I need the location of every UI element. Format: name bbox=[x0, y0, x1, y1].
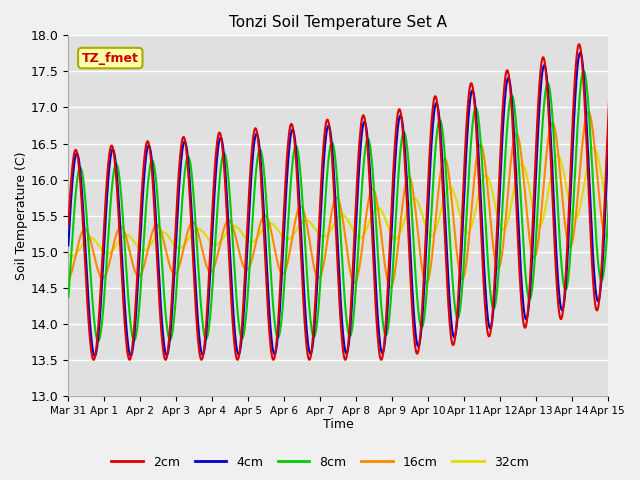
Y-axis label: Soil Temperature (C): Soil Temperature (C) bbox=[15, 151, 28, 280]
Text: TZ_fmet: TZ_fmet bbox=[82, 51, 139, 64]
X-axis label: Time: Time bbox=[323, 419, 353, 432]
Legend: 2cm, 4cm, 8cm, 16cm, 32cm: 2cm, 4cm, 8cm, 16cm, 32cm bbox=[106, 451, 534, 474]
Title: Tonzi Soil Temperature Set A: Tonzi Soil Temperature Set A bbox=[229, 15, 447, 30]
